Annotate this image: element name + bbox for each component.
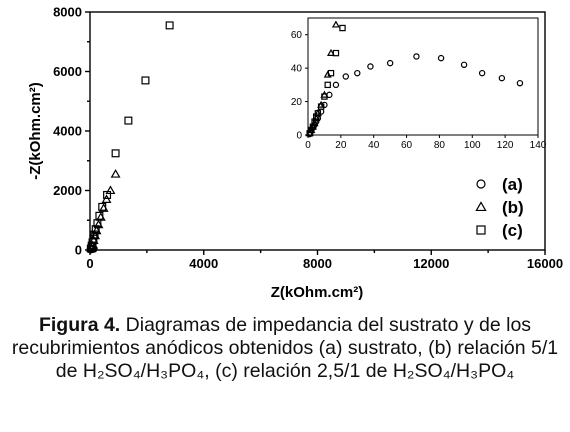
inset-data-point-circle (516, 79, 524, 87)
inset-x-tick-label: 100 (464, 140, 481, 151)
inset-data-point-circle (498, 74, 506, 82)
data-point-square (90, 230, 99, 239)
data-point-square (111, 149, 120, 158)
data-point-square (103, 190, 112, 199)
legend-label: (c) (502, 221, 523, 240)
data-point-square (91, 225, 100, 234)
inset-data-point-circle (386, 59, 394, 67)
inset-data-point-square (313, 113, 320, 120)
y-tick-label: 6000 (53, 64, 82, 79)
inset-data-point-triangle (310, 119, 319, 127)
inset-data-point-triangle (312, 114, 321, 122)
data-point-square (89, 234, 98, 243)
inset-y-tick-label: 20 (291, 97, 303, 108)
inset-data-point-square (308, 126, 315, 134)
data-point-square (98, 202, 107, 211)
nyquist-figure: 0 4000 8000 12000 1600002000400060008000Z(kO… (27, 5, 563, 301)
inset-x-tick-label: 60 (401, 140, 413, 151)
inset-x-tick-label: 40 (368, 140, 380, 151)
inset-data-point-triangle (331, 20, 340, 28)
inset-data-point-square (317, 103, 325, 110)
x-tick-label: 12000 (413, 256, 449, 271)
data-point-square (165, 21, 174, 30)
inset-x-tick-label: 20 (335, 140, 347, 151)
inset-data-point-circle (437, 54, 445, 62)
inset-data-point-square (327, 69, 335, 77)
inset-data-point-square (314, 110, 322, 117)
inset-data-point-circle (460, 61, 468, 69)
legend-label: (a) (502, 175, 523, 194)
data-point-square (141, 76, 150, 85)
y-tick-label: 2000 (53, 183, 82, 198)
data-point-triangle (110, 169, 121, 178)
inset-data-point-circle (367, 63, 374, 70)
inset-y-tick-label: 0 (296, 131, 302, 142)
inset-data-point-circle (332, 81, 340, 89)
inset-data-point-triangle (323, 70, 332, 78)
caption-text: Diagramas de impedancia del sustrato y d… (11, 314, 559, 382)
inset-data-point-square (306, 130, 313, 137)
data-point-square (93, 219, 102, 228)
inset-data-point-circle (413, 53, 420, 60)
data-point-square (95, 211, 104, 220)
x-tick-label: 8000 (303, 256, 332, 271)
inset-data-point-circle (478, 69, 486, 77)
inset-data-point-square (332, 49, 340, 57)
x-tick-label: 0 (86, 256, 93, 271)
y-tick-label: 4000 (53, 124, 82, 139)
inset-y-tick-label: 40 (291, 64, 303, 75)
inset-data-point-circle (354, 69, 361, 77)
inset-x-tick-label: 80 (434, 140, 446, 151)
inset-x-tick-label: 120 (497, 140, 514, 151)
inset-data-point-triangle (326, 48, 336, 56)
inset-data-point-square (339, 24, 346, 32)
inset-x-tick-label: 0 (305, 140, 311, 151)
legend-marker-square (476, 225, 486, 235)
caption-label: Figura 4. (38, 314, 121, 336)
x-axis-label: Z(kOhm.cm²) (271, 284, 364, 301)
legend-label: (b) (502, 198, 524, 217)
x-tick-label: 4000 (189, 256, 218, 271)
inset-plot: 0 20 40 60 80 100 120 140 0 20 40 60 (291, 17, 547, 151)
inset-x-tick-label: 140 (530, 140, 547, 151)
legend-marker-triangle (475, 201, 487, 212)
y-axis-label: -Z(kOhm.cm²) (27, 82, 44, 180)
y-tick-label: 8000 (53, 5, 82, 20)
inset-data-point-square (321, 93, 328, 100)
data-point-square (124, 116, 133, 125)
legend: (a) (b) (c) (475, 175, 524, 240)
x-tick-label: 16000 (527, 256, 563, 271)
legend-marker-circle (476, 179, 486, 189)
inset-data-point-square (324, 81, 331, 89)
inset-data-point-circle (342, 73, 349, 80)
inset-y-tick-label: 60 (291, 30, 303, 41)
figure-caption: Figura 4. Diagramas de impedancia del su… (8, 314, 562, 383)
main-plot: 0 4000 8000 12000 1600002000400060008000Z(kO… (27, 5, 563, 301)
y-tick-label: 0 (75, 243, 82, 258)
